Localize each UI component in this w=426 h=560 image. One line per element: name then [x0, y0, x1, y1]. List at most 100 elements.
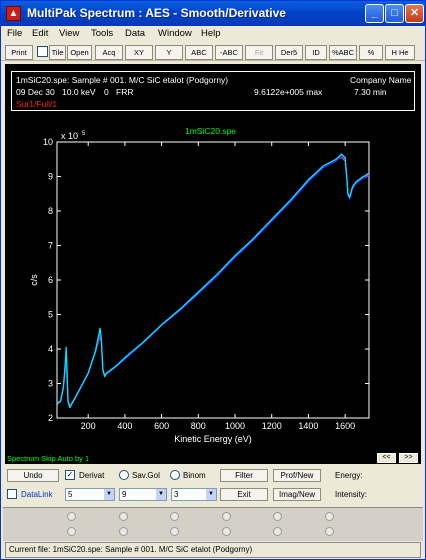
- region-radio-panel: [3, 507, 423, 541]
- id-button[interactable]: ID: [305, 45, 327, 60]
- region-radio[interactable]: [273, 512, 282, 521]
- menu-data[interactable]: Data: [125, 28, 146, 39]
- region-radio[interactable]: [325, 512, 334, 521]
- derivat-checkbox[interactable]: ✓: [65, 470, 75, 480]
- y-multiplier-label: x 10: [61, 131, 78, 141]
- x-tick-label: 1600: [335, 421, 355, 431]
- next-button[interactable]: >>: [399, 453, 418, 463]
- points-select-2-value: 9: [122, 490, 127, 499]
- y-tick-label: 10: [43, 137, 53, 147]
- spectrum-panel: 1mSiC20.spe: Sample # 001. M/C SiC etalo…: [5, 64, 421, 464]
- y-tick-label: 2: [48, 413, 53, 423]
- tile-button[interactable]: Tile: [49, 45, 66, 60]
- minus-abc-button[interactable]: -ABC: [215, 45, 243, 60]
- menu-window[interactable]: Window: [158, 28, 192, 39]
- xy-button[interactable]: XY: [125, 45, 153, 60]
- energy-label: Energy:: [335, 471, 363, 480]
- points-select-1-value: 5: [68, 490, 73, 499]
- y-tick-label: 6: [48, 275, 53, 285]
- x-tick-label: 1200: [262, 421, 282, 431]
- x-tick-label: 800: [191, 421, 206, 431]
- smoothing-controls: Undo ✓ Derivat Sav.Gol Binom Filter Prof…: [5, 467, 421, 505]
- abc-button[interactable]: ABC: [185, 45, 213, 60]
- close-button[interactable]: ✕: [405, 4, 424, 23]
- points-select-3-value: 3: [174, 490, 179, 499]
- print-button[interactable]: Print: [5, 45, 33, 60]
- x-tick-label: 200: [81, 421, 96, 431]
- tile-checkbox[interactable]: [37, 46, 48, 57]
- datalink-checkbox[interactable]: [7, 489, 17, 499]
- y-tick-label: 7: [48, 241, 53, 251]
- region-radio[interactable]: [67, 527, 76, 536]
- company-name: Company Name: [350, 75, 412, 85]
- savgol-radio[interactable]: [119, 470, 129, 480]
- acq-time: 7.30 min: [354, 87, 387, 97]
- prev-button[interactable]: <<: [377, 453, 396, 463]
- chevron-down-icon[interactable]: ▼: [156, 489, 166, 500]
- region-radio[interactable]: [325, 527, 334, 536]
- menu-file[interactable]: File: [7, 28, 23, 39]
- title-bar[interactable]: ▲ MultiPak Spectrum : AES - Smooth/Deriv…: [1, 1, 425, 26]
- y-tick-label: 5: [48, 310, 53, 320]
- region-radio[interactable]: [222, 512, 231, 521]
- multipak-app-icon[interactable]: ▲: [6, 6, 21, 21]
- y-tick-label: 4: [48, 344, 53, 354]
- x-tick-label: 400: [117, 421, 132, 431]
- y-button[interactable]: Y: [155, 45, 183, 60]
- chevron-down-icon[interactable]: ▼: [206, 489, 216, 500]
- beam-energy: 10.0 keV: [62, 87, 96, 97]
- minimize-button[interactable]: _: [365, 4, 384, 23]
- imag-new-button[interactable]: Imag/New: [273, 488, 321, 501]
- exit-button[interactable]: Exit: [220, 488, 268, 501]
- binom-radio[interactable]: [170, 470, 180, 480]
- menu-view[interactable]: View: [59, 28, 80, 39]
- menu-tools[interactable]: Tools: [91, 28, 114, 39]
- fit-button[interactable]: Fit: [245, 45, 273, 60]
- points-select-1[interactable]: 5 ▼: [65, 488, 115, 501]
- region-radio[interactable]: [119, 512, 128, 521]
- prof-new-button[interactable]: Prof/New: [273, 469, 321, 482]
- chevron-down-icon[interactable]: ▼: [104, 489, 114, 500]
- region-radio[interactable]: [67, 512, 76, 521]
- y-tick-label: 8: [48, 206, 53, 216]
- zero-value: 0: [104, 87, 109, 97]
- pct-abc-button[interactable]: %ABC: [329, 45, 357, 60]
- region-radio[interactable]: [170, 512, 179, 521]
- filter-button[interactable]: Filter: [220, 469, 268, 482]
- binom-label: Binom: [183, 471, 206, 480]
- region-radio[interactable]: [273, 527, 282, 536]
- y-multiplier-exponent: 5: [82, 131, 86, 137]
- intensity-label: Intensity:: [335, 490, 368, 499]
- status-bar: Current file: 1mSiC20.spe: Sample # 001.…: [5, 542, 421, 558]
- max-intensity: 9.6122e+005 max: [254, 87, 323, 97]
- region-radio[interactable]: [170, 527, 179, 536]
- spectrum-chart[interactable]: 200 400 600 800 1000 1200 1400 1600 2 3 4 5 6 7 8 9 10 x …: [5, 126, 421, 456]
- region-radio[interactable]: [222, 527, 231, 536]
- acq-button[interactable]: Acq: [95, 45, 123, 60]
- sample-description: 1mSiC20.spe: Sample # 001. M/C SiC etalo…: [16, 75, 229, 85]
- spectrum-line-2: [57, 155, 370, 408]
- maximize-button[interactable]: □: [385, 4, 404, 23]
- menu-bar: File Edit View Tools Data Window Help: [1, 26, 425, 42]
- menu-edit[interactable]: Edit: [32, 28, 49, 39]
- menu-help[interactable]: Help: [201, 28, 221, 39]
- points-select-3[interactable]: 3 ▼: [171, 488, 217, 501]
- x-axis-label: Kinetic Energy (eV): [174, 434, 252, 444]
- savgol-label: Sav.Gol: [132, 471, 160, 480]
- info-box: 1mSiC20.spe: Sample # 001. M/C SiC etalo…: [11, 71, 415, 111]
- frr-mode: FRR: [116, 87, 134, 97]
- open-button[interactable]: Open: [67, 45, 92, 60]
- spectrum-skip-status: Spectrum Skip Auto by 1: [7, 454, 90, 463]
- pct-button[interactable]: %: [359, 45, 383, 60]
- derivat-label: Derivat: [79, 471, 105, 480]
- datalink-label[interactable]: DataLink: [21, 490, 53, 499]
- h-he-button[interactable]: H He: [385, 45, 415, 60]
- toolbar: Print Tile Open Acq XY Y ABC -ABC Fit De…: [1, 43, 425, 61]
- points-select-2[interactable]: 9 ▼: [119, 488, 167, 501]
- region-label: Sur1/Full/1: [16, 99, 58, 109]
- der5-button[interactable]: Der5: [275, 45, 303, 60]
- undo-button[interactable]: Undo: [7, 469, 59, 482]
- region-radio[interactable]: [119, 527, 128, 536]
- y-axis-label: c/s: [29, 274, 39, 286]
